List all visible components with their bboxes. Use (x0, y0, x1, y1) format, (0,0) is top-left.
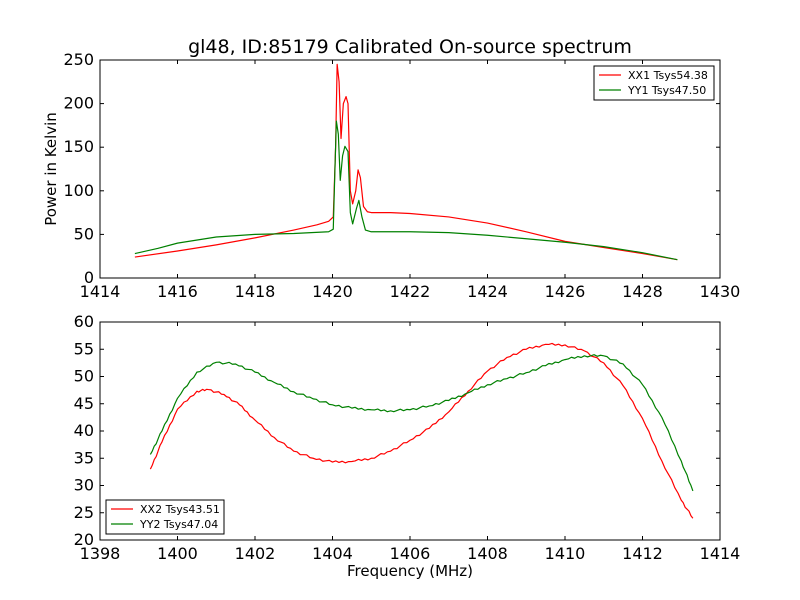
x-tick-label: 1414 (700, 544, 741, 563)
legend: XX2 Tsys43.51 YY2 Tsys47.04 (105, 499, 225, 535)
x-tick-label: 1426 (545, 282, 586, 301)
bottom-spectrum-panel: 1398 1400 1402 1404 1406 1408 1410 1412 1414 20 25… (74, 312, 741, 563)
legend-label: YY1 Tsys47.50 (627, 84, 706, 97)
x-tick-label: 1400 (157, 544, 198, 563)
series-line-0-0 (134, 63, 678, 261)
y-axis-label: Power in Kelvin (42, 112, 60, 226)
y-tick-label: 40 (74, 421, 94, 440)
x-tick-label: 1418 (235, 282, 276, 301)
x-tick-label: 1430 (700, 282, 741, 301)
y-tick-label: 250 (63, 50, 94, 69)
x-tick-label: 1414 (80, 282, 121, 301)
chart-title: gl48, ID:85179 Calibrated On-source spec… (188, 36, 632, 58)
legend-box (593, 65, 715, 101)
x-tick-label: 1422 (390, 282, 431, 301)
legend: XX1 Tsys54.38 YY1 Tsys47.50 (593, 65, 715, 101)
x-tick-label: 1420 (312, 282, 353, 301)
y-tick-label: 100 (63, 181, 94, 200)
legend-label: XX1 Tsys54.38 (628, 69, 708, 82)
y-tick-label: 50 (74, 224, 94, 243)
x-tick-label: 1424 (467, 282, 508, 301)
x-tick-label: 1412 (622, 544, 663, 563)
y-tick-label: 60 (74, 312, 94, 331)
y-tick-label: 0 (84, 268, 94, 287)
y-tick-label: 20 (74, 530, 94, 549)
x-tick-label: 1406 (390, 544, 431, 563)
y-tick-label: 30 (74, 476, 94, 495)
y-tick-label: 50 (74, 367, 94, 386)
series-line-1-1 (149, 354, 694, 492)
top-spectrum-panel: 1414 1416 1418 1420 1422 1424 1426 1428 1430 0 50 1… (63, 50, 740, 301)
legend-label: YY2 Tsys47.04 (139, 518, 218, 531)
x-axis-label: Frequency (MHz) (347, 562, 473, 580)
y-tick-label: 150 (63, 137, 94, 156)
x-tick-label: 1428 (622, 282, 663, 301)
x-tick-label: 1402 (235, 544, 276, 563)
x-tick-label: 1416 (157, 282, 198, 301)
legend-box (105, 499, 225, 535)
x-tick-label: 1410 (545, 544, 586, 563)
x-tick-label: 1408 (467, 544, 508, 563)
series-line-0-1 (134, 120, 678, 261)
y-tick-label: 45 (74, 394, 94, 413)
y-tick-label: 55 (74, 339, 94, 358)
series-line-1-0 (149, 342, 694, 519)
y-tick-label: 200 (63, 94, 94, 113)
x-tick-label: 1398 (80, 544, 121, 563)
x-tick-label: 1404 (312, 544, 353, 563)
y-tick-label: 25 (74, 503, 94, 522)
y-tick-label: 35 (74, 448, 94, 467)
legend-label: XX2 Tsys43.51 (140, 503, 220, 516)
